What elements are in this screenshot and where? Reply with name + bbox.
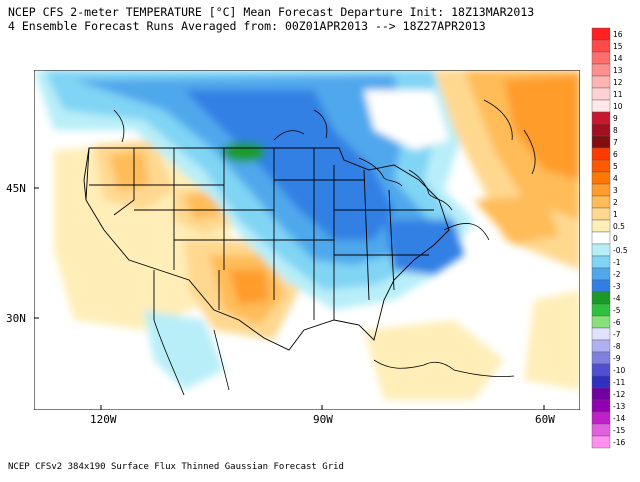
legend-swatch [591, 195, 611, 209]
chart-title: NCEP CFS 2-meter TEMPERATURE [°C] Mean F… [8, 5, 535, 19]
legend-swatch [591, 279, 611, 293]
legend-label: 2 [613, 198, 618, 207]
legend-label: 16 [613, 30, 623, 39]
legend-swatch [591, 207, 611, 221]
legend-swatch [591, 339, 611, 353]
legend-label: -2 [613, 270, 621, 279]
legend-label: -5 [613, 306, 621, 315]
legend-swatch [591, 75, 611, 89]
legend-swatch [591, 27, 611, 41]
legend-label: 5 [613, 162, 618, 171]
legend-swatch [591, 363, 611, 377]
legend-swatch [591, 411, 611, 425]
legend-swatch [591, 351, 611, 365]
legend-label: -16 [613, 438, 625, 447]
legend-swatch [591, 423, 611, 437]
lat-label-45n: 45N [6, 182, 26, 195]
color-legend: 16 15 14 13 12 11 10 9 8 7 6 5 4 3 2 1 0.5 0 -0.5 -1 -2 -3 -4 -… [591, 27, 628, 449]
lon-label-90w: 90W [313, 413, 333, 426]
legend-label: 10 [613, 102, 623, 111]
legend-swatch [591, 219, 611, 233]
legend-swatch [591, 147, 611, 161]
legend-label: 12 [613, 78, 623, 87]
legend-label: -10 [613, 366, 625, 375]
legend-label: -11 [613, 378, 625, 387]
legend-swatch [591, 171, 611, 185]
coastlines [113, 99, 536, 396]
political-boundaries [83, 147, 450, 351]
legend-swatch [591, 387, 611, 401]
legend-swatch [591, 99, 611, 113]
lat-label-30n: 30N [6, 312, 26, 325]
legend-label: 14 [613, 54, 623, 63]
legend-swatch [591, 303, 611, 317]
axis-ticks [34, 187, 545, 410]
legend-label: -4 [613, 294, 621, 303]
legend-swatch [591, 87, 611, 101]
legend-label: 6 [613, 150, 618, 159]
anomaly-fields [34, 70, 580, 400]
legend-swatch [591, 255, 611, 269]
legend-swatch [591, 435, 611, 449]
legend-swatch [591, 231, 611, 245]
legend-swatch [591, 159, 611, 173]
lon-label-60w: 60W [535, 413, 555, 426]
legend-label: -0.5 [613, 246, 628, 255]
legend-label: -12 [613, 390, 625, 399]
legend-label: -8 [613, 342, 621, 351]
legend-label: 0 [613, 234, 618, 243]
legend-label: -15 [613, 426, 625, 435]
legend-swatch [591, 315, 611, 329]
legend-swatch [591, 243, 611, 257]
legend-label: 9 [613, 114, 618, 123]
legend-label: -9 [613, 354, 621, 363]
legend-label: 13 [613, 66, 623, 75]
legend-swatch [591, 123, 611, 137]
temperature-anomaly-map [34, 70, 580, 410]
footer-note: NCEP CFSv2 384x190 Surface Flux Thinned … [8, 462, 344, 472]
legend-label: 3 [613, 186, 618, 195]
legend-swatch [591, 291, 611, 305]
legend-label: -6 [613, 318, 621, 327]
legend-swatch [591, 135, 611, 149]
legend-swatch [591, 51, 611, 65]
legend-swatch [591, 111, 611, 125]
legend-label: 0.5 [613, 222, 625, 231]
legend-swatch [591, 327, 611, 341]
legend-label: 4 [613, 174, 618, 183]
legend-label: 1 [613, 210, 618, 219]
legend-label: 11 [613, 90, 623, 99]
lon-label-120w: 120W [90, 413, 117, 426]
legend-label: 15 [613, 42, 623, 51]
legend-swatch [591, 183, 611, 197]
legend-label: -13 [613, 402, 625, 411]
legend-label: 8 [613, 126, 618, 135]
legend-label: -14 [613, 414, 625, 423]
legend-label: -3 [613, 282, 621, 291]
legend-label: 7 [613, 138, 618, 147]
legend-label: -1 [613, 258, 621, 267]
legend-swatch [591, 267, 611, 281]
chart-subtitle: 4 Ensemble Forecast Runs Averaged from: … [8, 19, 486, 33]
legend-swatch [591, 399, 611, 413]
legend-swatch [591, 63, 611, 77]
legend-swatch [591, 375, 611, 389]
legend-label: -7 [613, 330, 621, 339]
legend-swatch [591, 39, 611, 53]
